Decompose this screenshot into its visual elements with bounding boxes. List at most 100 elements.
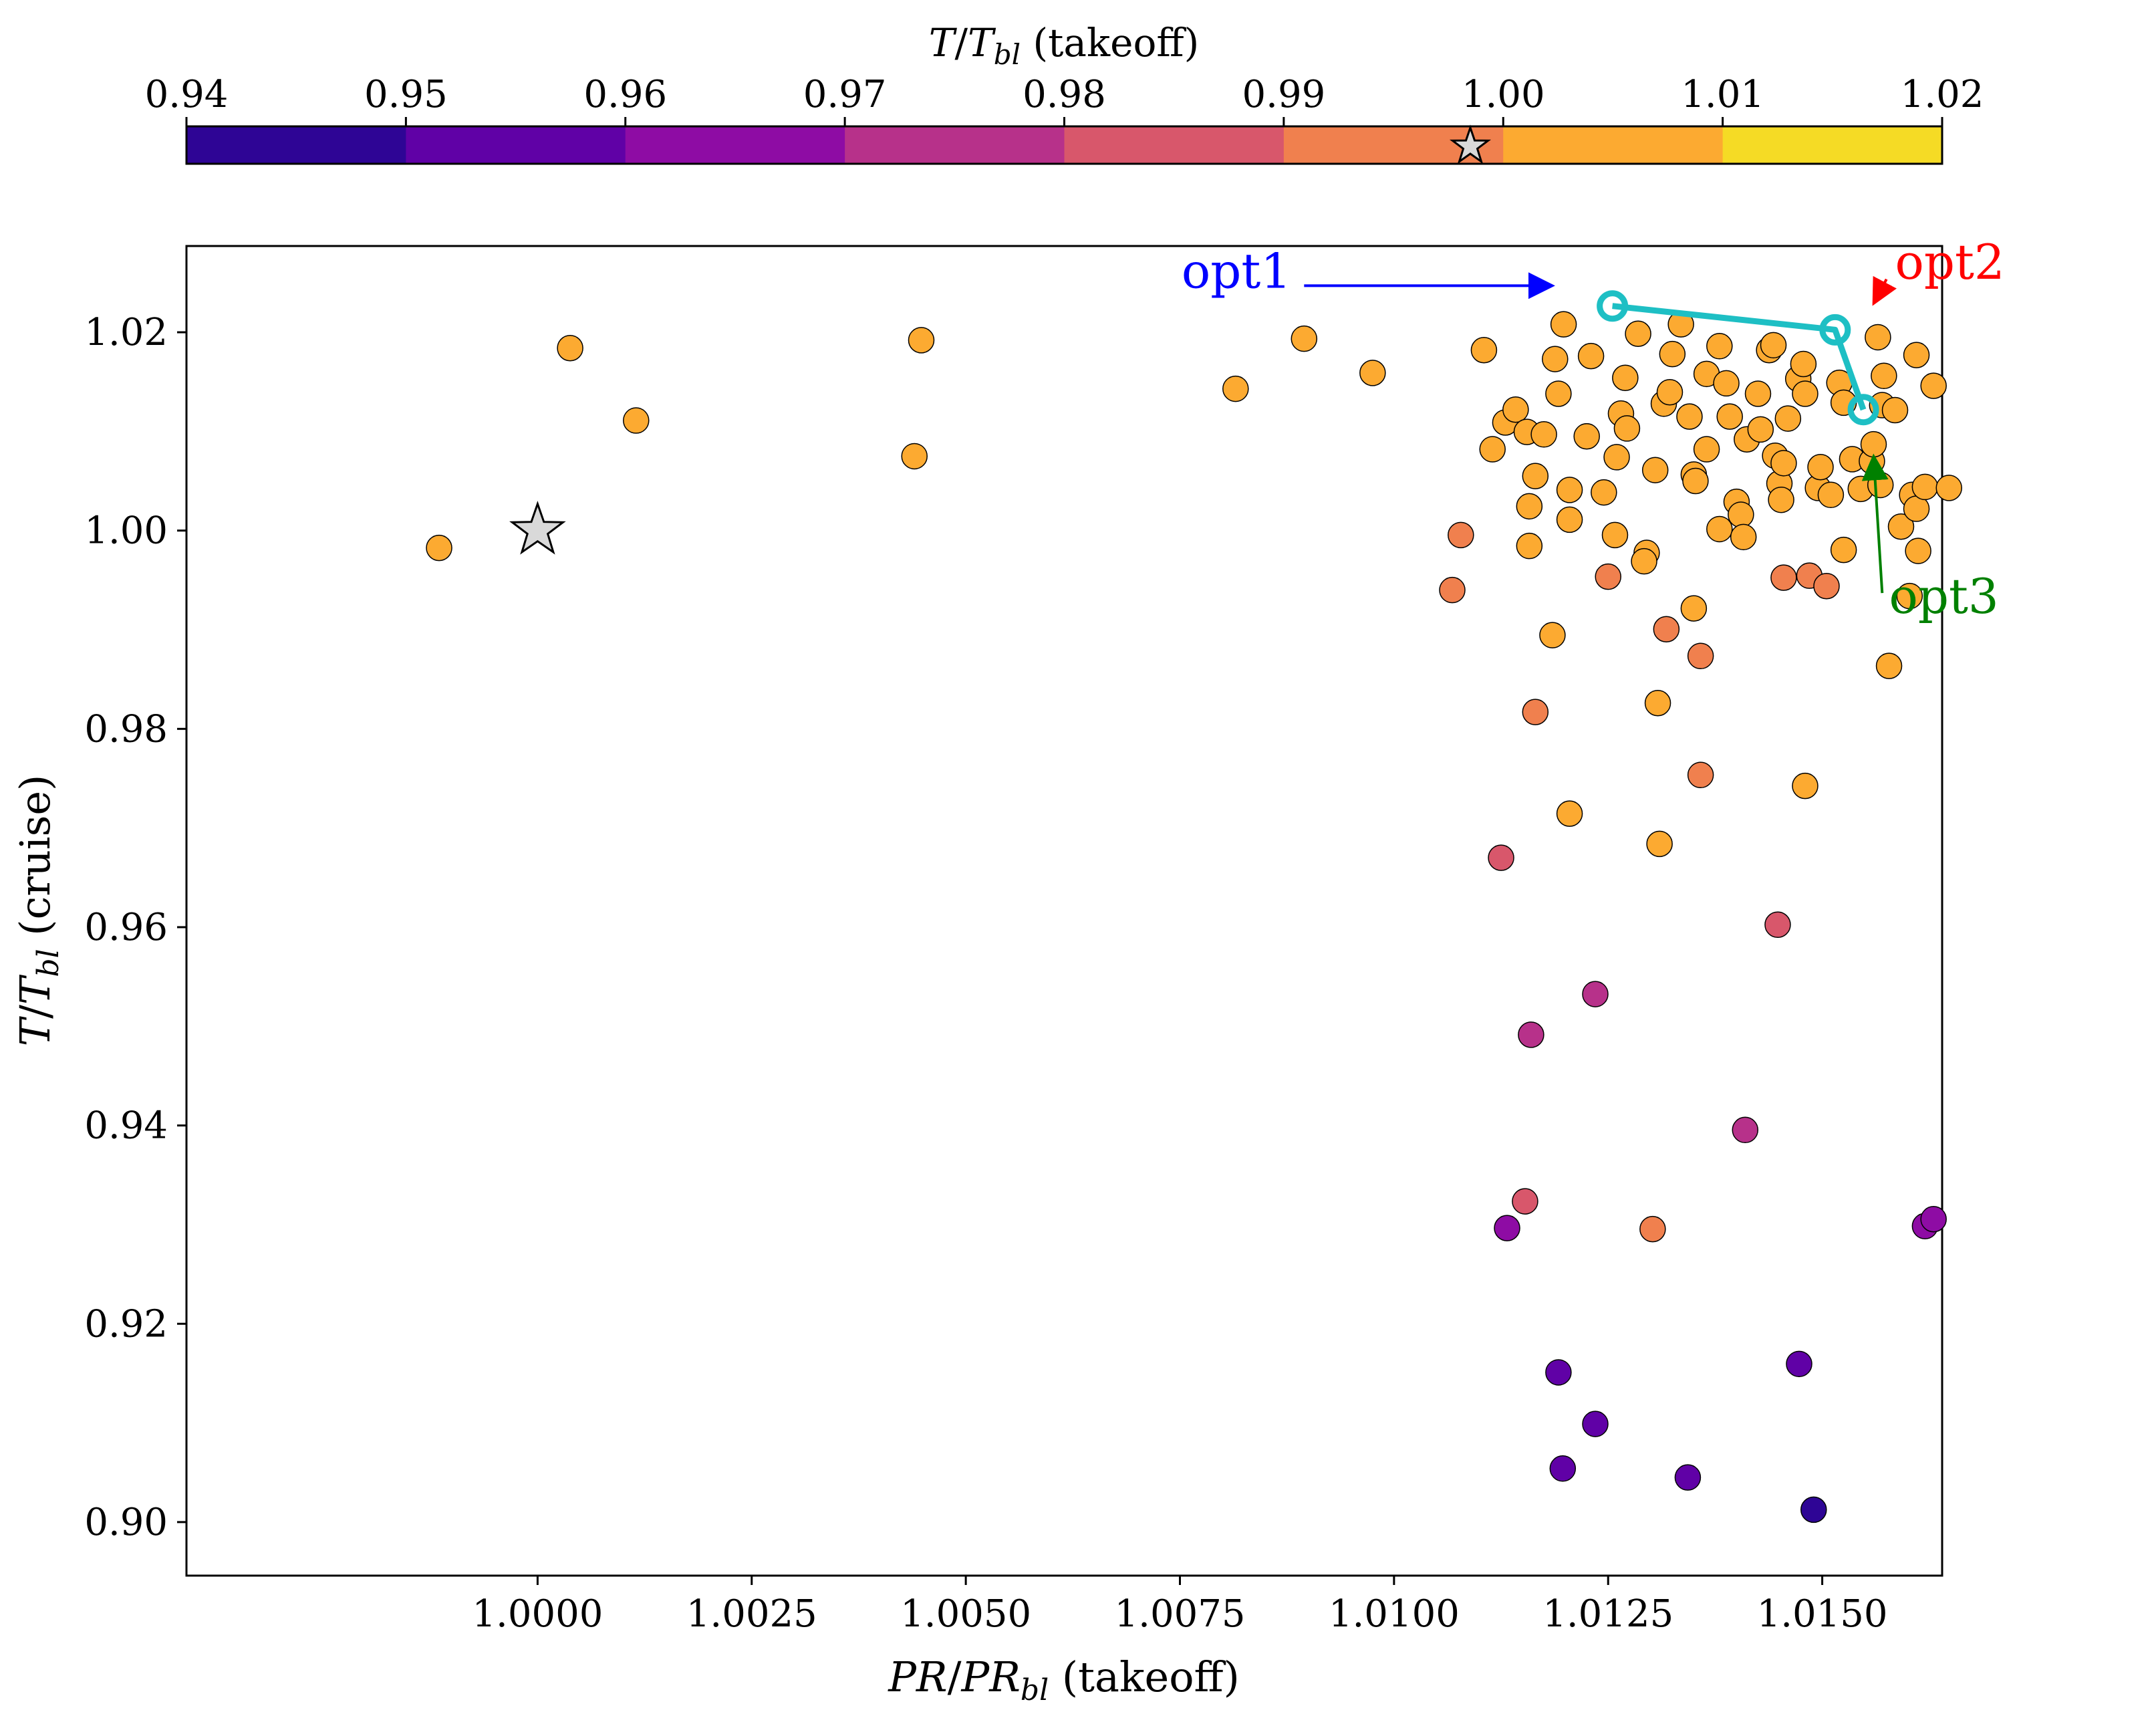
- data-point: [1680, 595, 1708, 622]
- data-point: [1817, 481, 1845, 509]
- data-point: [426, 534, 452, 562]
- data-point: [1613, 415, 1641, 442]
- x-tick-label: 1.0150: [1757, 1592, 1888, 1636]
- data-point: [1786, 1350, 1812, 1378]
- annotation-label-opt1: opt1: [1182, 243, 1291, 299]
- data-point: [1639, 1215, 1666, 1243]
- data-point: [1865, 324, 1891, 351]
- y-tick-label: 0.94: [84, 1104, 168, 1148]
- data-point: [1591, 479, 1617, 506]
- data-point: [901, 443, 928, 470]
- data-point: [1522, 463, 1549, 489]
- data-point: [1539, 622, 1566, 648]
- colorbar-tick-label: 0.95: [364, 73, 448, 116]
- data-point: [1488, 844, 1514, 871]
- y-axis-label: T/Tbl (cruise): [11, 775, 65, 1047]
- data-point: [1470, 336, 1498, 364]
- axes-frame: [185, 245, 1943, 1577]
- data-point: [1556, 800, 1583, 827]
- data-point: [1728, 501, 1754, 528]
- data-point: [1747, 416, 1774, 443]
- data-point: [1830, 536, 1857, 564]
- colorbar-segments: [186, 126, 1943, 164]
- data-point: [1905, 537, 1931, 564]
- colorbar-tick-label: 0.99: [1242, 73, 1326, 116]
- data-point: [1479, 436, 1506, 463]
- data-point: [557, 335, 583, 362]
- data-point: [1222, 375, 1249, 402]
- colorbar-star-icon: [1449, 124, 1492, 164]
- x-axis-ticks: 1.0000 1.0025 1.0050 1.0075 1.0100 1.0125 1.01…: [472, 1576, 1888, 1636]
- data-point: [1448, 521, 1474, 549]
- data-point: [1439, 576, 1466, 604]
- data-point: [1687, 761, 1714, 789]
- data-point: [1641, 457, 1669, 483]
- data-point: [1556, 506, 1583, 533]
- colorbar-title: T/Tbl (takeoff): [929, 20, 1199, 71]
- annotation-label-opt2: opt2: [1895, 234, 2005, 290]
- y-axis-ticks: 0.90 0.92 0.94 0.96 0.98 1.00 1.02: [84, 311, 186, 1544]
- x-tick-label: 1.0050: [900, 1592, 1031, 1636]
- data-point: [1792, 772, 1818, 800]
- data-point: [1656, 379, 1683, 406]
- data-point: [1744, 380, 1772, 407]
- colorbar-segment: [1064, 126, 1285, 164]
- baseline-star-marker: [509, 501, 566, 555]
- data-point: [1291, 325, 1318, 352]
- y-tick-label: 1.00: [84, 509, 168, 553]
- data-point: [908, 327, 935, 354]
- annotations: opt1 opt2 opt3: [1182, 234, 2005, 624]
- data-point: [1807, 454, 1834, 481]
- baseline-star-icon: [509, 501, 566, 555]
- data-point: [1659, 340, 1686, 368]
- data-point: [1530, 421, 1557, 448]
- annotation-arrow-opt3: [1861, 453, 1889, 594]
- data-point: [1871, 362, 1897, 390]
- data-point: [1556, 477, 1583, 503]
- data-point: [1770, 564, 1797, 591]
- data-point: [623, 407, 650, 434]
- data-point: [1676, 403, 1703, 430]
- data-point: [1631, 547, 1657, 575]
- colorbar-tick-label: 0.96: [583, 73, 667, 116]
- data-point: [1545, 1359, 1572, 1386]
- data-point: [1813, 572, 1840, 600]
- x-tick-label: 1.0125: [1542, 1592, 1673, 1636]
- pareto-point: [1597, 290, 1629, 322]
- data-point: [1573, 423, 1600, 450]
- colorbar-tick-label: 1.00: [1462, 73, 1545, 116]
- colorbar-tick-label: 0.94: [145, 73, 229, 116]
- data-point: [1792, 380, 1818, 407]
- data-point: [1577, 342, 1605, 370]
- data-point: [1512, 1188, 1538, 1215]
- data-point: [1687, 642, 1714, 670]
- colorbar-segment: [1503, 126, 1724, 164]
- colorbar-segment: [186, 126, 406, 164]
- data-point: [1542, 346, 1569, 372]
- data-point: [1612, 364, 1639, 392]
- y-tick-label: 0.90: [84, 1501, 168, 1544]
- data-point: [1516, 532, 1543, 560]
- x-tick-label: 1.0025: [686, 1592, 817, 1636]
- data-point: [1644, 690, 1671, 717]
- data-point: [1875, 652, 1903, 679]
- colorbar-segment: [625, 126, 845, 164]
- data-point: [1800, 1496, 1827, 1523]
- colorbar-baseline-star: [1449, 124, 1492, 164]
- data-point: [1522, 699, 1549, 725]
- data-point: [1903, 342, 1930, 368]
- data-point: [1774, 405, 1802, 432]
- data-point: [1881, 396, 1909, 424]
- data-point: [1867, 471, 1894, 499]
- data-point: [1760, 332, 1787, 359]
- data-point: [1502, 396, 1529, 423]
- data-point: [1860, 431, 1887, 458]
- data-point: [1770, 450, 1797, 477]
- data-point: [1790, 350, 1817, 378]
- data-point: [1713, 370, 1740, 397]
- colorbar-ticks: 0.94 0.95 0.96 0.97 0.98 0.99 1.00 1.01 1.02: [145, 73, 1984, 126]
- data-point: [1516, 493, 1543, 520]
- data-point: [1935, 475, 1963, 501]
- data-point: [1545, 380, 1572, 407]
